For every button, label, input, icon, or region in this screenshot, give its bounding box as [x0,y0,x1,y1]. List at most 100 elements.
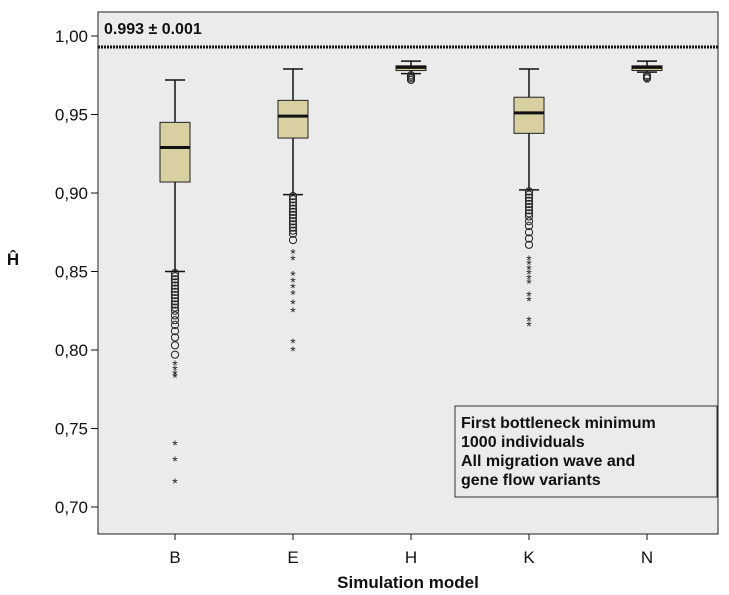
extreme-point: * [290,296,296,312]
box-N: * [631,60,663,91]
x-tick-label: N [641,548,653,567]
extreme-point: * [290,274,296,290]
outlier-point [170,327,180,336]
x-tick-label: B [169,548,180,567]
extreme-point: * [644,75,650,91]
outlier-point [170,268,180,278]
extreme-point: * [526,271,532,287]
y-tick-label: 0,70 [55,498,88,517]
box-E: ********** [277,68,309,359]
outlier-point [170,275,180,284]
extreme-point: * [526,257,532,273]
outlier-point [288,217,298,226]
extreme-point: * [290,304,296,320]
outlier-point [170,306,180,315]
box-body [513,96,545,134]
outlier-point [524,206,534,215]
outlier-point [170,287,180,297]
outlier-point [524,193,534,202]
outlier-point [170,303,180,312]
outlier-point [288,229,298,238]
annotation-line-4: gene flow variants [461,472,601,489]
outlier-point [288,198,298,207]
extreme-point: * [172,367,178,383]
outlier-point [170,272,180,281]
y-tick-label: 0,80 [55,341,88,360]
x-axis-title: Simulation model [337,573,479,592]
outlier-point [288,195,298,204]
outlier-point [288,207,298,216]
extreme-point: * [290,343,296,359]
extreme-point: * [526,318,532,334]
x-tick-label: H [405,548,417,567]
extreme-point: * [526,266,532,282]
box-K: ********** [513,68,545,334]
y-tick-label: 0,95 [55,106,88,125]
extreme-point: * [290,286,296,302]
extreme-point: * [290,335,296,351]
outlier-point [524,196,534,205]
outlier-point [170,297,180,306]
extreme-point: * [172,475,178,491]
annotation-box: First bottleneck minimum 1000 individual… [454,405,718,498]
outlier-point [524,203,534,212]
extreme-point: * [526,252,532,268]
y-axis: 0,70 0,75 0,80 0,85 0,90 0,95 1,00 [55,27,98,517]
outlier-point [288,220,298,229]
outlier-point [524,240,534,249]
box-body [277,99,309,139]
extreme-point: * [172,370,178,386]
annotation-line-2: 1000 individuals [461,434,585,451]
outlier-point [288,223,298,232]
outlier-point [170,290,180,300]
outlier-point [524,228,534,237]
outlier-point [170,281,180,290]
outlier-point [524,234,534,243]
extreme-point: * [172,362,178,378]
extreme-point: * [290,246,296,262]
outlier-point [524,187,534,196]
outlier-point [170,294,180,303]
outlier-point [288,201,298,210]
outlier-point [524,209,534,218]
outlier-point [170,311,180,320]
x-tick-label: E [287,548,298,567]
extreme-point: * [526,261,532,277]
x-tick-label: K [523,548,535,567]
outlier-point [524,212,534,221]
y-tick-label: 0,90 [55,184,88,203]
y-tick-label: 0,75 [55,420,88,439]
y-axis-title: Ĥ [6,250,20,269]
outlier-point [170,350,180,359]
extreme-point: * [526,313,532,329]
extreme-point: * [172,357,178,373]
outlier-point [170,333,180,342]
extreme-point: * [526,275,532,291]
outlier-point [170,278,180,287]
outlier-point [288,214,298,223]
outlier-point [406,75,416,85]
box-body [159,121,191,183]
outlier-point [288,204,298,213]
outlier-point [170,341,180,350]
outlier-point [524,199,534,209]
extreme-point: * [290,252,296,268]
outlier-point [170,300,180,309]
box-B: ******* [159,79,191,491]
outlier-point [524,221,534,231]
y-tick-label: 1,00 [55,27,88,46]
box-H [395,60,427,85]
outlier-point [170,320,180,329]
extreme-point: * [290,268,296,284]
y-tick-label: 0,85 [55,263,88,282]
annotation-line-3: All migration wave and [461,453,635,470]
boxes-group: **************************** [159,60,663,491]
extreme-point: * [172,453,178,469]
extreme-point: * [526,293,532,309]
outlier-point [642,74,652,83]
outlier-point [524,190,534,199]
extreme-point: * [290,280,296,296]
outlier-point [288,210,298,220]
